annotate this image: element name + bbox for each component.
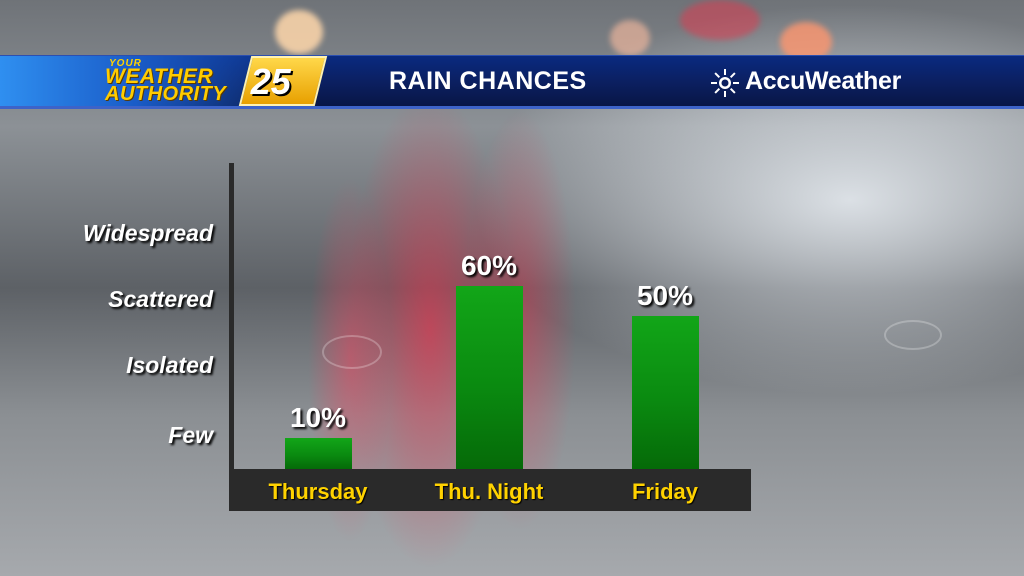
y-tick-label: Few <box>168 422 213 448</box>
background-light <box>680 0 760 40</box>
header-bar: YOUR WEATHER AUTHORITY 25 RAIN CHANCES A… <box>0 55 1024 109</box>
logo-line1: WEATHER <box>105 65 214 88</box>
x-tick-label: Thu. Night <box>434 479 544 504</box>
y-tick-label: Widespread <box>82 220 213 246</box>
bar <box>632 316 699 469</box>
data-label: 10% <box>289 402 347 433</box>
sun-icon <box>711 69 739 97</box>
page-title: RAIN CHANCES <box>389 67 587 95</box>
bar <box>285 438 352 469</box>
background-light <box>610 20 650 56</box>
y-axis <box>229 163 234 469</box>
y-tick-label: Isolated <box>126 352 213 378</box>
bar <box>456 286 523 469</box>
x-tick-label: Thursday <box>268 479 368 504</box>
data-label: 50% <box>636 280 694 311</box>
x-tick-label: Friday <box>631 479 699 504</box>
y-tick-label: Scattered <box>108 286 213 312</box>
station-logo: YOUR WEATHER AUTHORITY 25 <box>105 56 328 106</box>
logo-line2: AUTHORITY <box>105 83 227 105</box>
water-droplet <box>884 320 942 350</box>
logo-top-text: YOUR <box>109 58 142 69</box>
brand-name: AccuWeather <box>745 67 902 95</box>
x-axis-band <box>229 469 751 511</box>
background-light <box>275 10 323 54</box>
data-label: 60% <box>460 250 518 281</box>
water-droplet <box>322 335 382 369</box>
